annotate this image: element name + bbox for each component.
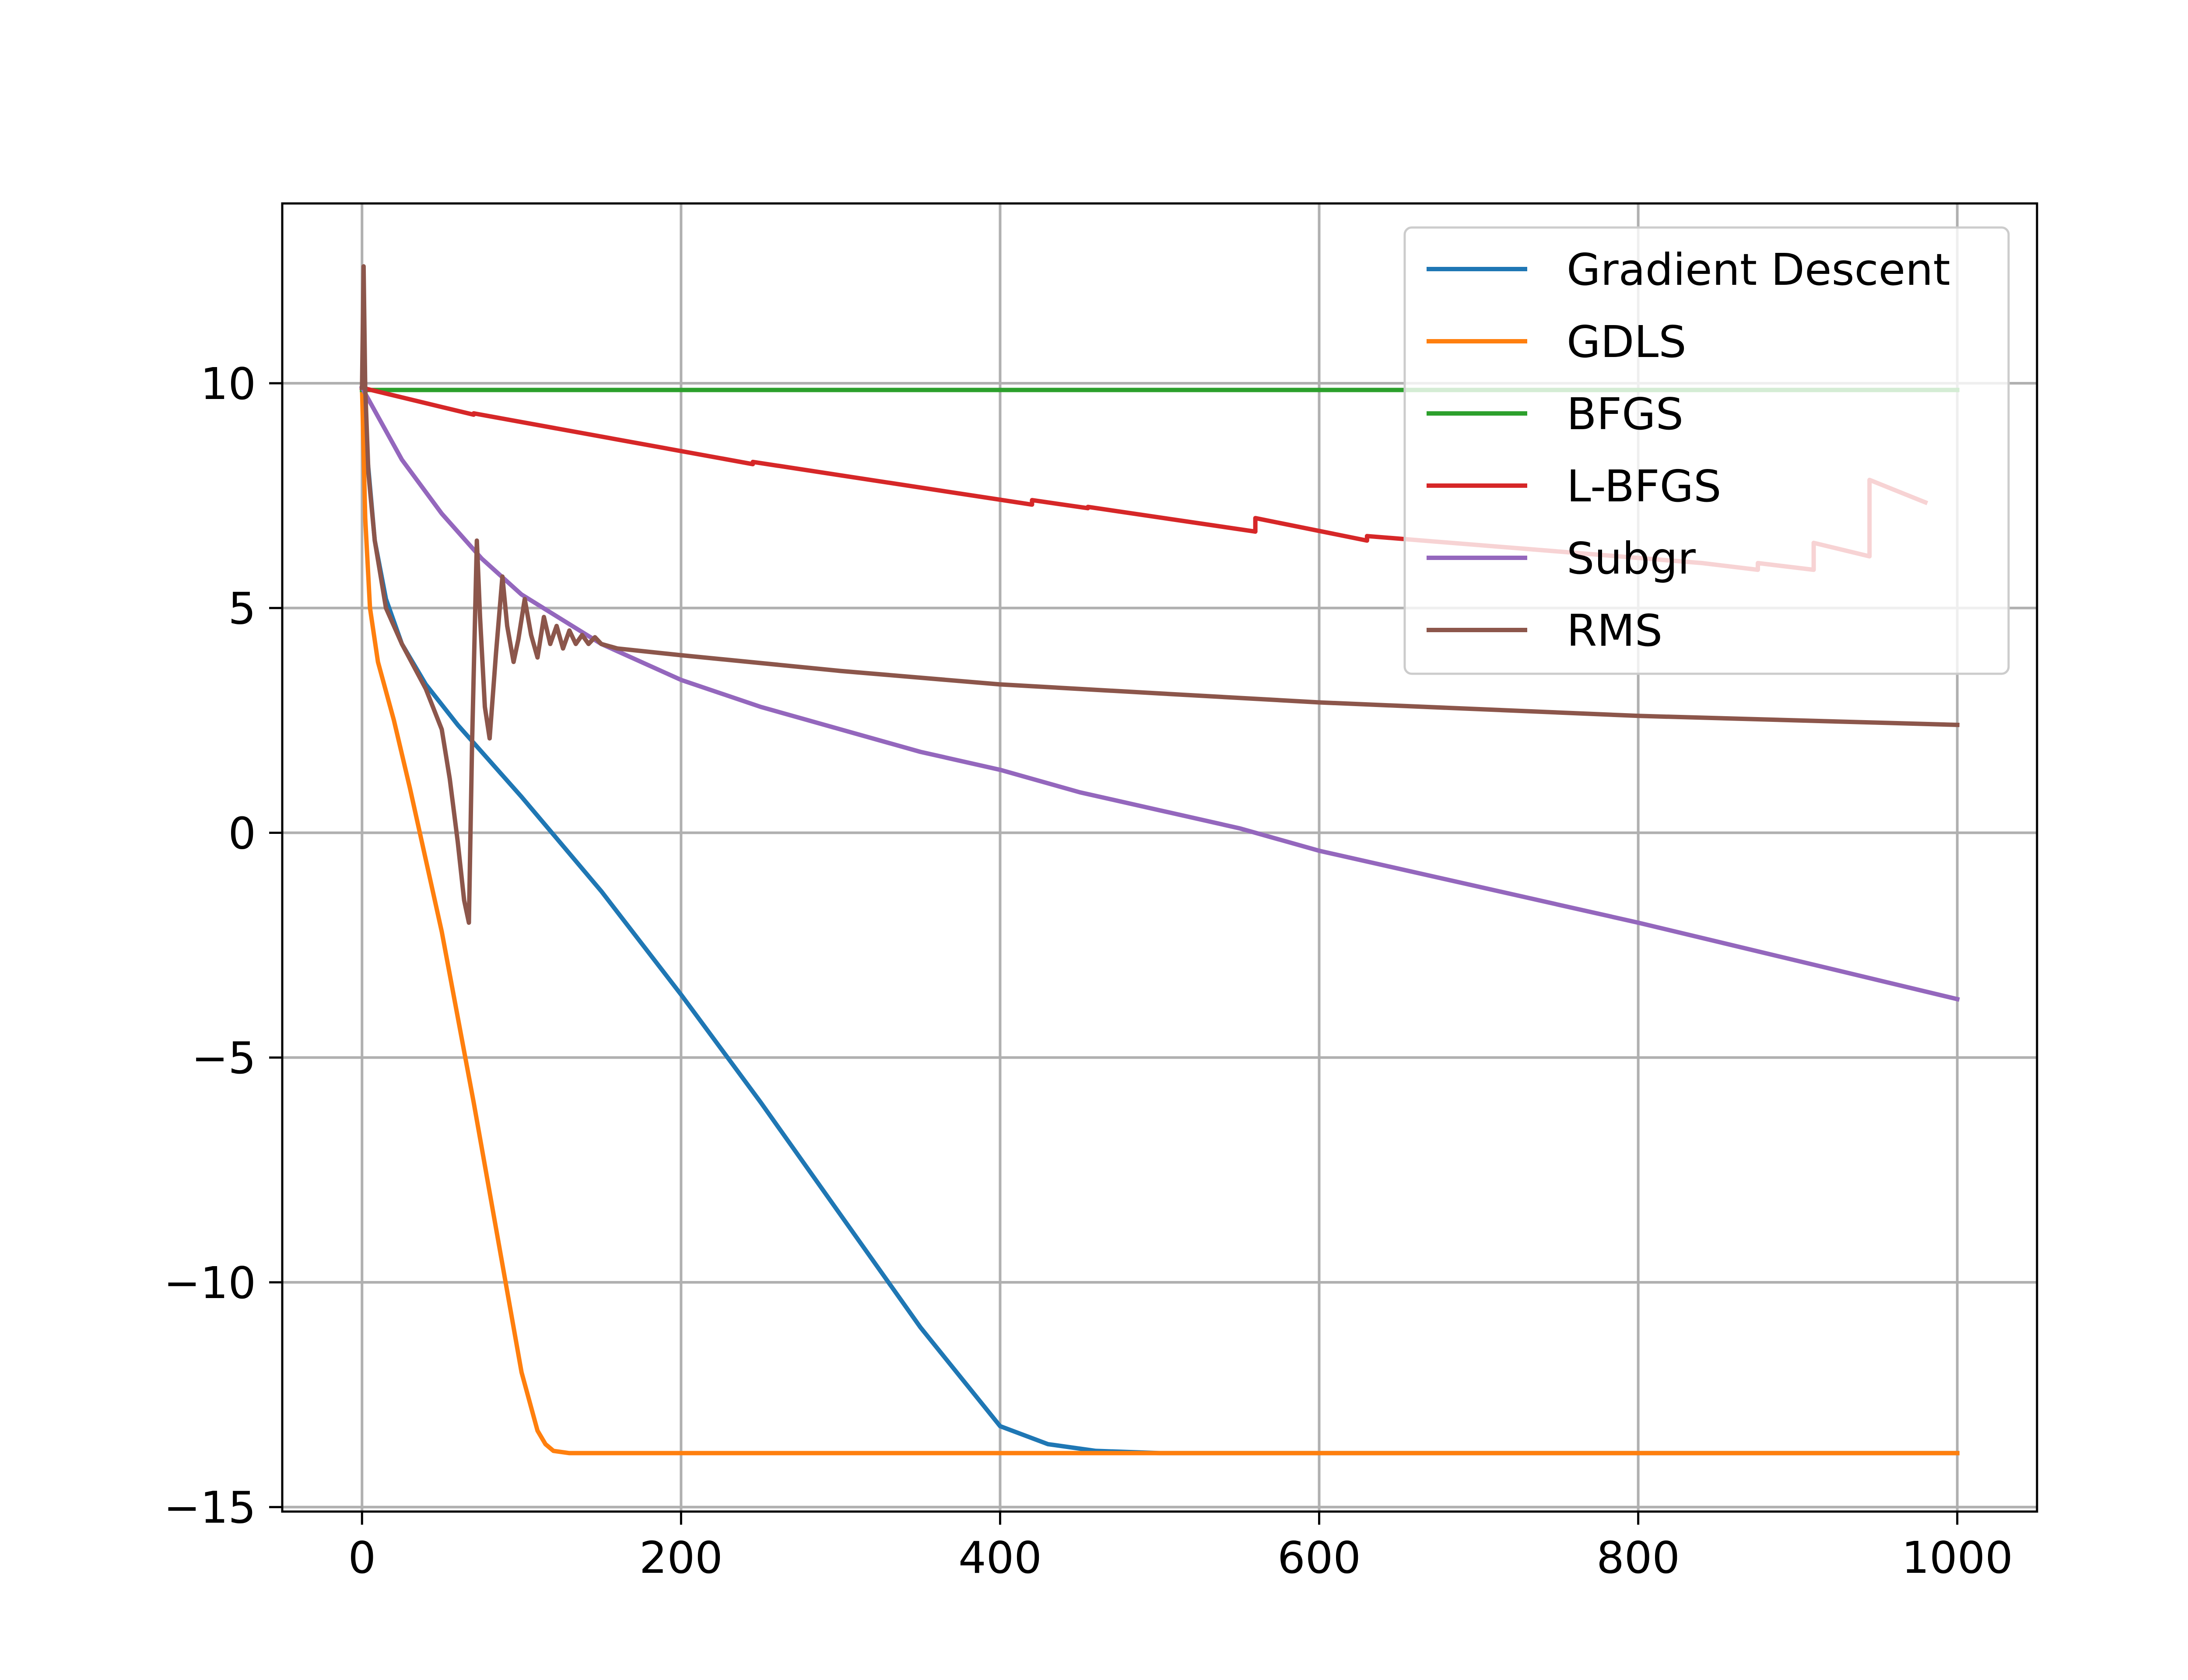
x-tick-label: 600 (1277, 1532, 1361, 1583)
legend-label-5: RMS (1567, 605, 1662, 656)
x-tick-label: 400 (958, 1532, 1042, 1583)
series-lines (359, 264, 1960, 1456)
x-tick-label: 1000 (1901, 1532, 2013, 1583)
legend-label-2: BFGS (1567, 388, 1683, 440)
legend: Gradient Descent GDLS BFGS L-BFGS Subgr RMS (1403, 226, 2010, 675)
legend-label-1: GDLS (1567, 316, 1687, 368)
series-line-0 (359, 385, 1960, 1456)
series-line-1 (360, 385, 1960, 1456)
plot-frame (281, 202, 2038, 1513)
legend-box (1403, 226, 2010, 675)
legend-label-3: L-BFGS (1567, 461, 1722, 512)
y-tick-label: 10 (200, 358, 256, 410)
series-line-4 (359, 385, 1960, 1002)
series-line-5 (360, 264, 1960, 925)
x-tick-label: 0 (348, 1532, 376, 1583)
legend-label-4: Subgr (1567, 533, 1696, 584)
y-tick-label: 5 (228, 583, 256, 634)
y-tick-label: −10 (164, 1257, 256, 1309)
x-tick-label: 200 (639, 1532, 723, 1583)
legend-label-0: Gradient Descent (1567, 244, 1950, 295)
axes: 0 200 400 600 800 1000 −15 −10 −5 0 5 10 (164, 202, 2038, 1583)
y-tick-label: 0 (228, 808, 256, 859)
y-tick-label: −15 (164, 1482, 256, 1533)
y-tick-label: −5 (192, 1032, 256, 1084)
x-tick-label: 800 (1596, 1532, 1680, 1583)
